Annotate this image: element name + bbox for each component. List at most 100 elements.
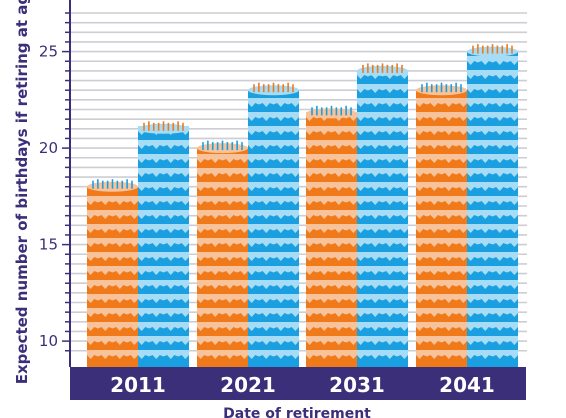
cake-icing — [248, 140, 299, 149]
cake-icing — [306, 140, 357, 149]
cake-bar-series-1 — [416, 82, 467, 367]
cake-icing — [467, 182, 518, 191]
cake-icing — [138, 238, 189, 247]
cake-icing — [138, 252, 189, 261]
cake-icing — [357, 112, 408, 121]
y-axis-label: Expected number of birthdays if retiring… — [13, 0, 31, 384]
cake-icing — [467, 350, 518, 359]
cake-icing — [306, 182, 357, 191]
cake-icing — [357, 182, 408, 191]
x-axis-ticks: 2011 2021 2031 2041 — [110, 373, 495, 397]
cake-bar-series-2 — [248, 82, 299, 367]
cake-icing — [248, 182, 299, 191]
cake-icing — [138, 280, 189, 289]
cake-icing — [467, 210, 518, 219]
cake-icing — [248, 210, 299, 219]
cake-icing — [416, 308, 467, 317]
cake-icing — [197, 294, 248, 303]
cake-icing — [87, 336, 138, 345]
cake-bar-series-2 — [357, 63, 408, 368]
y-tick-label: 15 — [39, 236, 58, 254]
cake-icing — [416, 280, 467, 289]
cake-icing — [357, 238, 408, 247]
cake-icing — [467, 98, 518, 107]
cake-icing — [416, 336, 467, 345]
cake-icing — [306, 336, 357, 345]
cake-icing — [416, 140, 467, 149]
cake-icing — [306, 252, 357, 261]
cake-icing — [357, 210, 408, 219]
cake-icing — [248, 154, 299, 163]
y-tick-label: 25 — [39, 43, 58, 61]
cake-icing — [467, 112, 518, 121]
x-axis-label: Date of retirement — [223, 406, 371, 418]
cake-icing — [357, 84, 408, 93]
cake-icing — [197, 350, 248, 359]
cake-icing — [87, 266, 138, 275]
cake-icing — [357, 308, 408, 317]
cake-icing — [87, 350, 138, 359]
cake-icing — [306, 196, 357, 205]
cake-icing — [467, 308, 518, 317]
cake-icing — [306, 308, 357, 317]
cake-icing — [306, 294, 357, 303]
cake-icing — [467, 336, 518, 345]
cake-icing — [357, 336, 408, 345]
cake-icing — [467, 322, 518, 331]
cake-icing — [248, 126, 299, 135]
y-tick-label: 10 — [39, 332, 58, 350]
category-band — [70, 367, 526, 400]
cake-icing — [467, 126, 518, 135]
cake-icing — [138, 322, 189, 331]
y-axis-ticks: 10 15 20 25 — [39, 12, 70, 352]
cake-icing — [138, 350, 189, 359]
cake-icing — [357, 252, 408, 261]
cake-icing — [248, 266, 299, 275]
cake-icing — [306, 266, 357, 275]
cake-icing — [87, 322, 138, 331]
cake-bars — [87, 44, 518, 368]
cake-icing — [416, 210, 467, 219]
cake-icing — [357, 280, 408, 289]
cake-icing — [306, 224, 357, 233]
cake-icing — [197, 266, 248, 275]
cake-icing — [248, 336, 299, 345]
cake-body — [138, 128, 189, 367]
cake-icing — [416, 252, 467, 261]
cake-icing — [306, 238, 357, 247]
cake-icing — [416, 154, 467, 163]
cake-icing — [416, 98, 467, 107]
cake-icing — [306, 210, 357, 219]
cake-icing — [197, 196, 248, 205]
cake-icing — [197, 210, 248, 219]
cake-icing — [416, 112, 467, 121]
x-tick-label: 2021 — [220, 373, 276, 397]
cake-icing — [306, 350, 357, 359]
cake-icing — [248, 224, 299, 233]
cake-icing — [197, 238, 248, 247]
x-tick-label: 2031 — [329, 373, 385, 397]
cake-icing — [357, 98, 408, 107]
cake-icing — [357, 140, 408, 149]
cake-icing — [467, 84, 518, 93]
cake-icing — [357, 224, 408, 233]
cake-icing — [357, 266, 408, 275]
cake-icing — [467, 294, 518, 303]
cake-icing — [357, 126, 408, 135]
cake-icing — [87, 280, 138, 289]
cake-icing — [248, 294, 299, 303]
cake-icing — [248, 98, 299, 107]
cake-icing — [357, 322, 408, 331]
cake-icing — [197, 224, 248, 233]
cake-icing — [467, 168, 518, 177]
cake-icing — [416, 224, 467, 233]
cake-icing — [248, 322, 299, 331]
cake-bar-series-1 — [197, 140, 248, 367]
cake-icing — [416, 322, 467, 331]
cake-icing — [138, 168, 189, 177]
cake-icing — [467, 196, 518, 205]
cake-icing — [138, 224, 189, 233]
cake-icing — [87, 294, 138, 303]
cake-icing — [197, 336, 248, 345]
cake-icing — [467, 266, 518, 275]
